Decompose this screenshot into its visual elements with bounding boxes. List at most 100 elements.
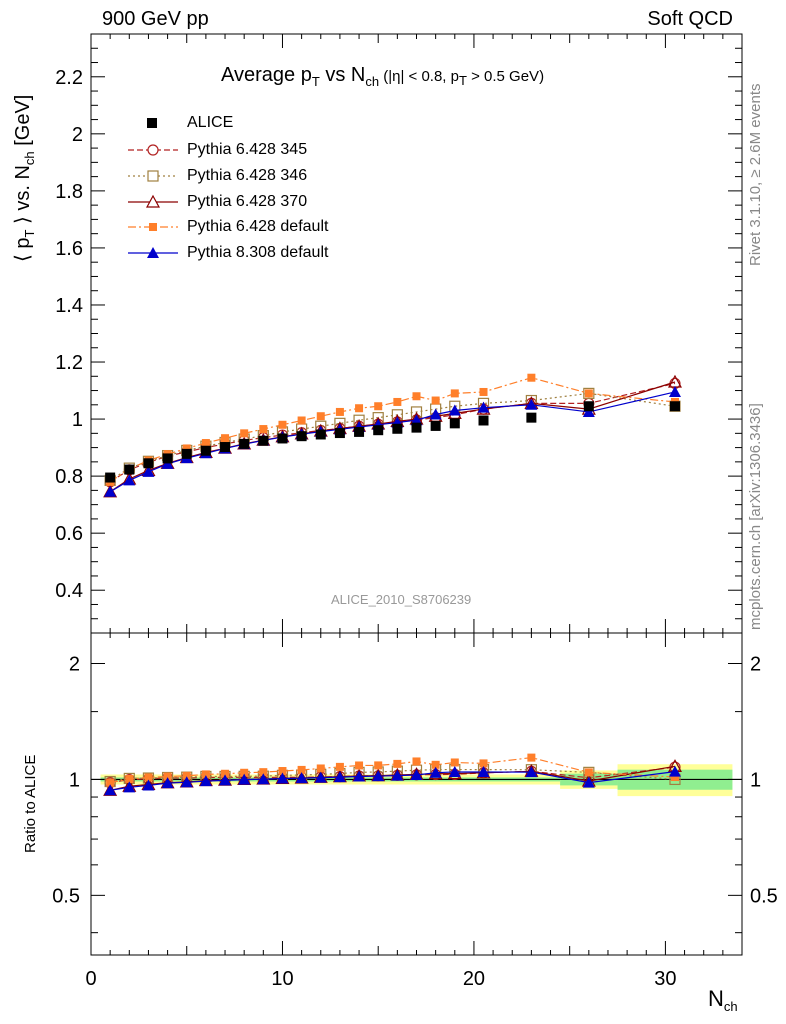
main-point-alice <box>373 425 384 436</box>
ratio-point-py8def <box>104 784 117 796</box>
main-point-py6def <box>259 425 268 434</box>
ratio-point-py8def <box>180 776 193 788</box>
main-y-tick-label: 0.4 <box>55 580 83 602</box>
ratio-plot-series <box>103 753 682 796</box>
plot-title: Average pT vs Nch (|η| < 0.8, pT > 0.5 G… <box>221 64 545 89</box>
main-point-alice <box>392 423 403 434</box>
main-point-alice <box>296 431 307 442</box>
ratio-point-py6def <box>240 768 249 777</box>
axis-tick-labels: 0 10 20 30 0.4 0.6 0.8 1 1.2 1.4 1.6 1.8 2 2.2 0.5 1 2 0.… <box>52 67 778 990</box>
legend-marker-py346 <box>147 170 159 182</box>
ratio-y-tick-label-right: 0.5 <box>750 885 778 907</box>
ratio-point-py6def <box>393 759 402 768</box>
ratio-point-py8def <box>199 775 212 787</box>
main-point-alice <box>354 426 365 437</box>
ratio-point-py8def <box>142 779 155 791</box>
main-point-py6def <box>240 429 249 438</box>
main-point-alice <box>258 435 269 446</box>
ratio-point-py8def <box>372 770 385 782</box>
ratio-series-py8def <box>104 765 681 796</box>
ratio-point-py6def <box>316 764 325 773</box>
main-point-py8def <box>410 414 423 426</box>
axis-ticks <box>90 34 743 955</box>
main-point-alice <box>583 401 594 412</box>
main-point-py6def <box>355 404 364 413</box>
main-line-py346 <box>109 392 676 481</box>
ratio-y-tick-label-left: 1 <box>69 769 80 791</box>
ratio-point-py6def <box>527 753 536 762</box>
main-point-py6def <box>316 412 325 421</box>
legend-label-py6def: Pythia 6.428 default <box>187 218 329 235</box>
energy-label: 900 GeV pp <box>102 8 209 30</box>
ratio-point-py8def <box>219 774 232 786</box>
main-point-alice <box>334 428 345 439</box>
main-series-alice <box>105 401 680 483</box>
ratio-point-py6def <box>355 761 364 770</box>
main-point-py6def <box>450 389 459 398</box>
ratio-point-py6def <box>201 770 210 779</box>
ratio-point-py8def <box>525 766 538 778</box>
main-point-py8def <box>477 401 490 413</box>
ratio-y-tick-label-right: 2 <box>750 653 761 675</box>
main-point-py8def <box>582 405 595 417</box>
main-y-tick-label: 2 <box>72 124 83 146</box>
ratio-point-py6def <box>450 758 459 767</box>
ratio-point-py6def <box>670 773 679 782</box>
main-plot-frame <box>90 33 743 634</box>
ratio-point-py8def <box>333 771 346 783</box>
legend-marker-py6def <box>149 223 157 231</box>
legend-markers <box>128 118 178 258</box>
ratio-point-py6def <box>221 769 230 778</box>
main-point-alice <box>478 415 489 426</box>
main-point-py6def <box>431 396 440 405</box>
main-point-py6def <box>297 416 306 425</box>
legend-label-py346: Pythia 6.428 346 <box>187 167 308 184</box>
main-point-py8def <box>448 404 461 416</box>
ratio-point-py6def <box>182 771 191 780</box>
ratio-point-py8def <box>314 771 327 783</box>
ratio-point-py8def <box>668 765 681 777</box>
main-point-alice <box>239 438 250 449</box>
ratio-point-py6def <box>163 772 172 781</box>
legend-label-py370: Pythia 6.428 370 <box>187 193 308 210</box>
ratio-point-py6def <box>374 761 383 770</box>
main-point-alice <box>449 418 460 429</box>
x-tick-label: 20 <box>463 968 485 990</box>
ratio-y-tick-label-left: 2 <box>69 653 80 675</box>
main-point-alice <box>200 445 211 456</box>
main-point-py6def <box>278 420 287 429</box>
legend-marker-py345 <box>147 144 159 156</box>
main-point-py6def <box>221 434 230 443</box>
main-point-py8def <box>668 385 681 397</box>
main-point-alice <box>411 422 422 433</box>
main-point-py6def <box>584 389 593 398</box>
ratio-point-py6def <box>144 773 153 782</box>
ratio-point-py8def <box>123 781 136 793</box>
main-point-alice <box>430 420 441 431</box>
main-point-py8def <box>429 408 442 420</box>
plot-frames <box>90 33 743 956</box>
main-y-tick-label: 1.8 <box>55 181 83 203</box>
ratio-y-tick-label-right: 1 <box>750 769 761 791</box>
main-y-tick-label: 2.2 <box>55 67 83 89</box>
main-point-py6def <box>393 397 402 406</box>
ratio-point-py8def <box>391 769 404 781</box>
ratio-series-py6def <box>106 753 679 787</box>
ratio-point-py8def <box>448 765 461 777</box>
ratio-point-py6def <box>412 757 421 766</box>
main-point-py8def <box>525 398 538 410</box>
main-y-tick-label: 0.6 <box>55 523 83 545</box>
legend: ALICE Pythia 6.428 345 Pythia 6.428 346 … <box>120 112 380 272</box>
analysis-watermark: ALICE_2010_S8706239 <box>331 592 472 607</box>
main-point-alice <box>526 412 537 423</box>
main-point-py8def <box>104 485 117 497</box>
ratio-point-py6def <box>278 767 287 776</box>
legend-label-alice: ALICE <box>187 114 234 131</box>
main-point-py6def <box>479 387 488 396</box>
main-point-alice <box>162 453 173 464</box>
main-point-py6def <box>374 402 383 411</box>
ratio-point-py6def <box>479 759 488 768</box>
main-point-alice <box>124 464 135 475</box>
main-point-py8def <box>142 465 155 477</box>
